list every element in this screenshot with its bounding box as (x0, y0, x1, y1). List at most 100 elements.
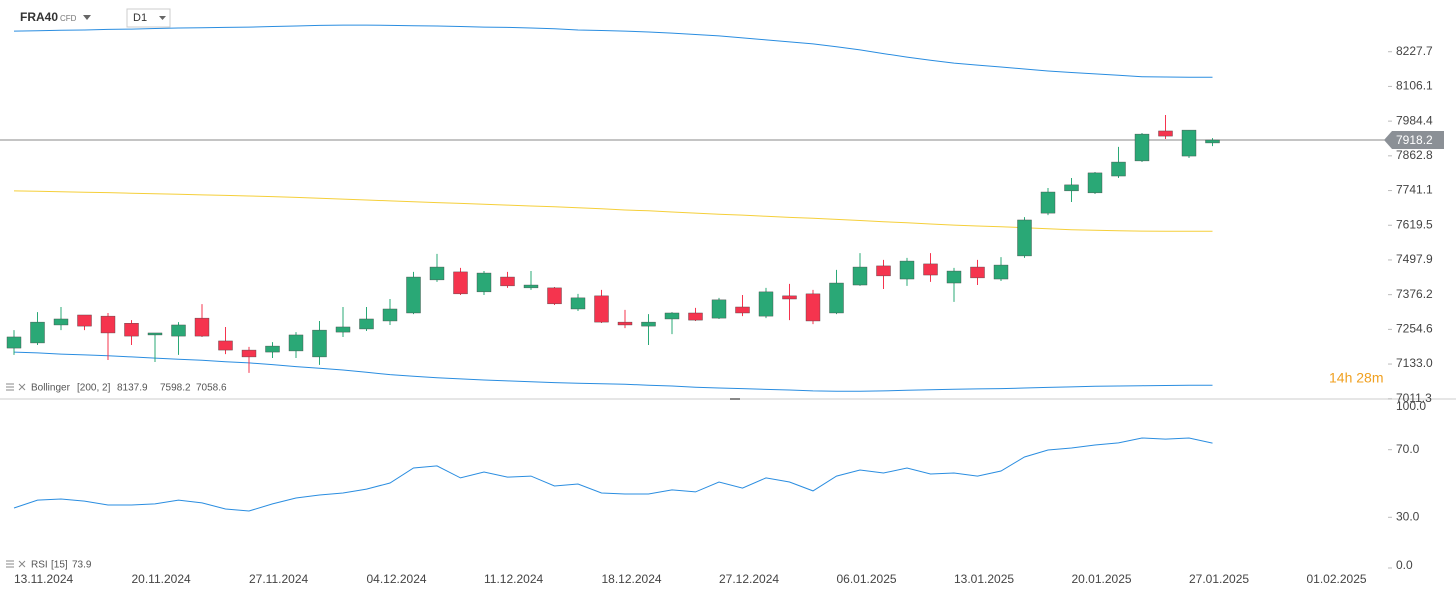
candle-body (53, 318, 69, 326)
indicator-value: 7598.2 (160, 383, 191, 394)
candle-body (852, 266, 868, 286)
rsi-legend: RSI [15] 73.9 (6, 560, 92, 571)
indicator-value: 7058.6 (196, 383, 227, 394)
indicator-params: [15] (51, 560, 68, 571)
y-tick-label: 7984.4 (1396, 113, 1433, 127)
y-tick-label: 7133.0 (1396, 356, 1433, 370)
indicator-value: 8137.9 (117, 383, 148, 394)
candle-body (1111, 161, 1126, 177)
candle-body (688, 312, 703, 321)
candle-body (547, 287, 562, 305)
candle-body (758, 291, 774, 317)
bollinger-upper (13, 24, 1213, 78)
x-tick-label: 20.11.2024 (132, 572, 191, 586)
current-price-label: 7918.2 (1396, 133, 1433, 147)
candle-body (899, 260, 915, 280)
bollinger-legend: Bollinger [200, 2] 8137.9 7598.2 7058.6 (6, 383, 227, 394)
timeframe-dropdown[interactable] (159, 16, 166, 20)
candle-body (312, 329, 327, 358)
candle-body (171, 324, 186, 337)
x-tick-label: 04.12.2024 (367, 572, 427, 586)
x-tick-label: 01.02.2025 (1307, 572, 1367, 586)
candle-body (500, 276, 515, 287)
candle-body (523, 284, 539, 289)
y-tick-label: 7376.2 (1396, 287, 1433, 301)
candle-body (805, 293, 821, 322)
candle-body (147, 332, 163, 336)
rsi-y-tick-label: 100.0 (1396, 399, 1426, 413)
candle-body (429, 266, 445, 281)
candle-body (1134, 133, 1150, 162)
legend-icon[interactable] (6, 560, 14, 568)
candle-body (1040, 191, 1056, 214)
x-tick-label: 27.12.2024 (719, 572, 779, 586)
rsi-line (13, 437, 1213, 512)
rsi-y-tick-label: 70.0 (1396, 442, 1420, 456)
indicator-name: Bollinger (31, 383, 71, 394)
candle-body (1087, 172, 1103, 194)
y-tick-label: 7254.6 (1396, 322, 1433, 336)
x-tick-label: 13.01.2025 (954, 572, 1014, 586)
y-tick-label: 7497.9 (1396, 252, 1433, 266)
candle-body (1064, 184, 1079, 192)
candle-body (288, 334, 304, 352)
instrument-type: CFD (60, 14, 77, 23)
indicator-params: [200, 2] (77, 383, 111, 394)
y-tick-label: 7011.3 (1396, 391, 1432, 405)
candle-body (476, 272, 492, 293)
candle-body (265, 345, 280, 353)
indicator-value: 73.9 (72, 560, 92, 571)
candle-body (570, 297, 586, 310)
candle-body (664, 312, 680, 320)
candle-body (1205, 139, 1220, 144)
candle-body (30, 321, 45, 344)
candle-body (1181, 129, 1197, 157)
legend-icon[interactable] (6, 383, 14, 391)
candle-body (617, 321, 633, 326)
x-tick-label: 11.12.2024 (484, 572, 543, 586)
y-tick-label: 7741.1 (1396, 183, 1433, 197)
candle-body (77, 314, 92, 327)
candle-body (782, 295, 797, 300)
legend-close[interactable] (18, 383, 26, 391)
legend-close[interactable] (18, 560, 26, 568)
x-tick-label: 20.01.2025 (1072, 572, 1132, 586)
rsi-y-tick-label: 30.0 (1396, 509, 1420, 523)
candle-body (876, 265, 891, 277)
candle-body (335, 326, 351, 333)
candle-body (218, 340, 233, 351)
x-tick-label: 27.11.2024 (249, 572, 308, 586)
indicator-name: RSI (31, 560, 48, 571)
candle-body (946, 270, 962, 284)
symbol[interactable]: FRA40 (20, 10, 58, 24)
candle-body (124, 323, 139, 337)
current-price-box (1384, 131, 1444, 150)
countdown: 14h 28m (1329, 370, 1383, 386)
bollinger-middle (13, 190, 1213, 232)
timeframe[interactable]: D1 (133, 12, 147, 24)
candle-body (970, 266, 985, 279)
x-tick-label: 18.12.2024 (602, 572, 662, 586)
candle-body (993, 264, 1009, 280)
candle-body (1158, 130, 1173, 137)
candle-body (923, 263, 938, 276)
candle-body (100, 315, 116, 334)
x-tick-label: 06.01.2025 (837, 572, 897, 586)
candle-body (453, 271, 468, 295)
candle-body (594, 295, 609, 323)
rsi-y-tick-label: 0.0 (1396, 558, 1413, 572)
y-tick-label: 8106.1 (1396, 79, 1433, 93)
y-tick-label: 7862.8 (1396, 148, 1433, 162)
bollinger-lower (13, 351, 1213, 392)
y-tick-label: 8227.7 (1396, 44, 1433, 58)
symbol-dropdown[interactable] (83, 15, 91, 20)
candle-body (194, 317, 210, 337)
candle-body (241, 349, 257, 358)
timeframe-box[interactable] (126, 8, 171, 28)
candle-body (711, 299, 727, 319)
candle-body (1017, 219, 1032, 257)
candle-body (829, 282, 844, 314)
y-tick-label: 7619.5 (1396, 217, 1433, 231)
